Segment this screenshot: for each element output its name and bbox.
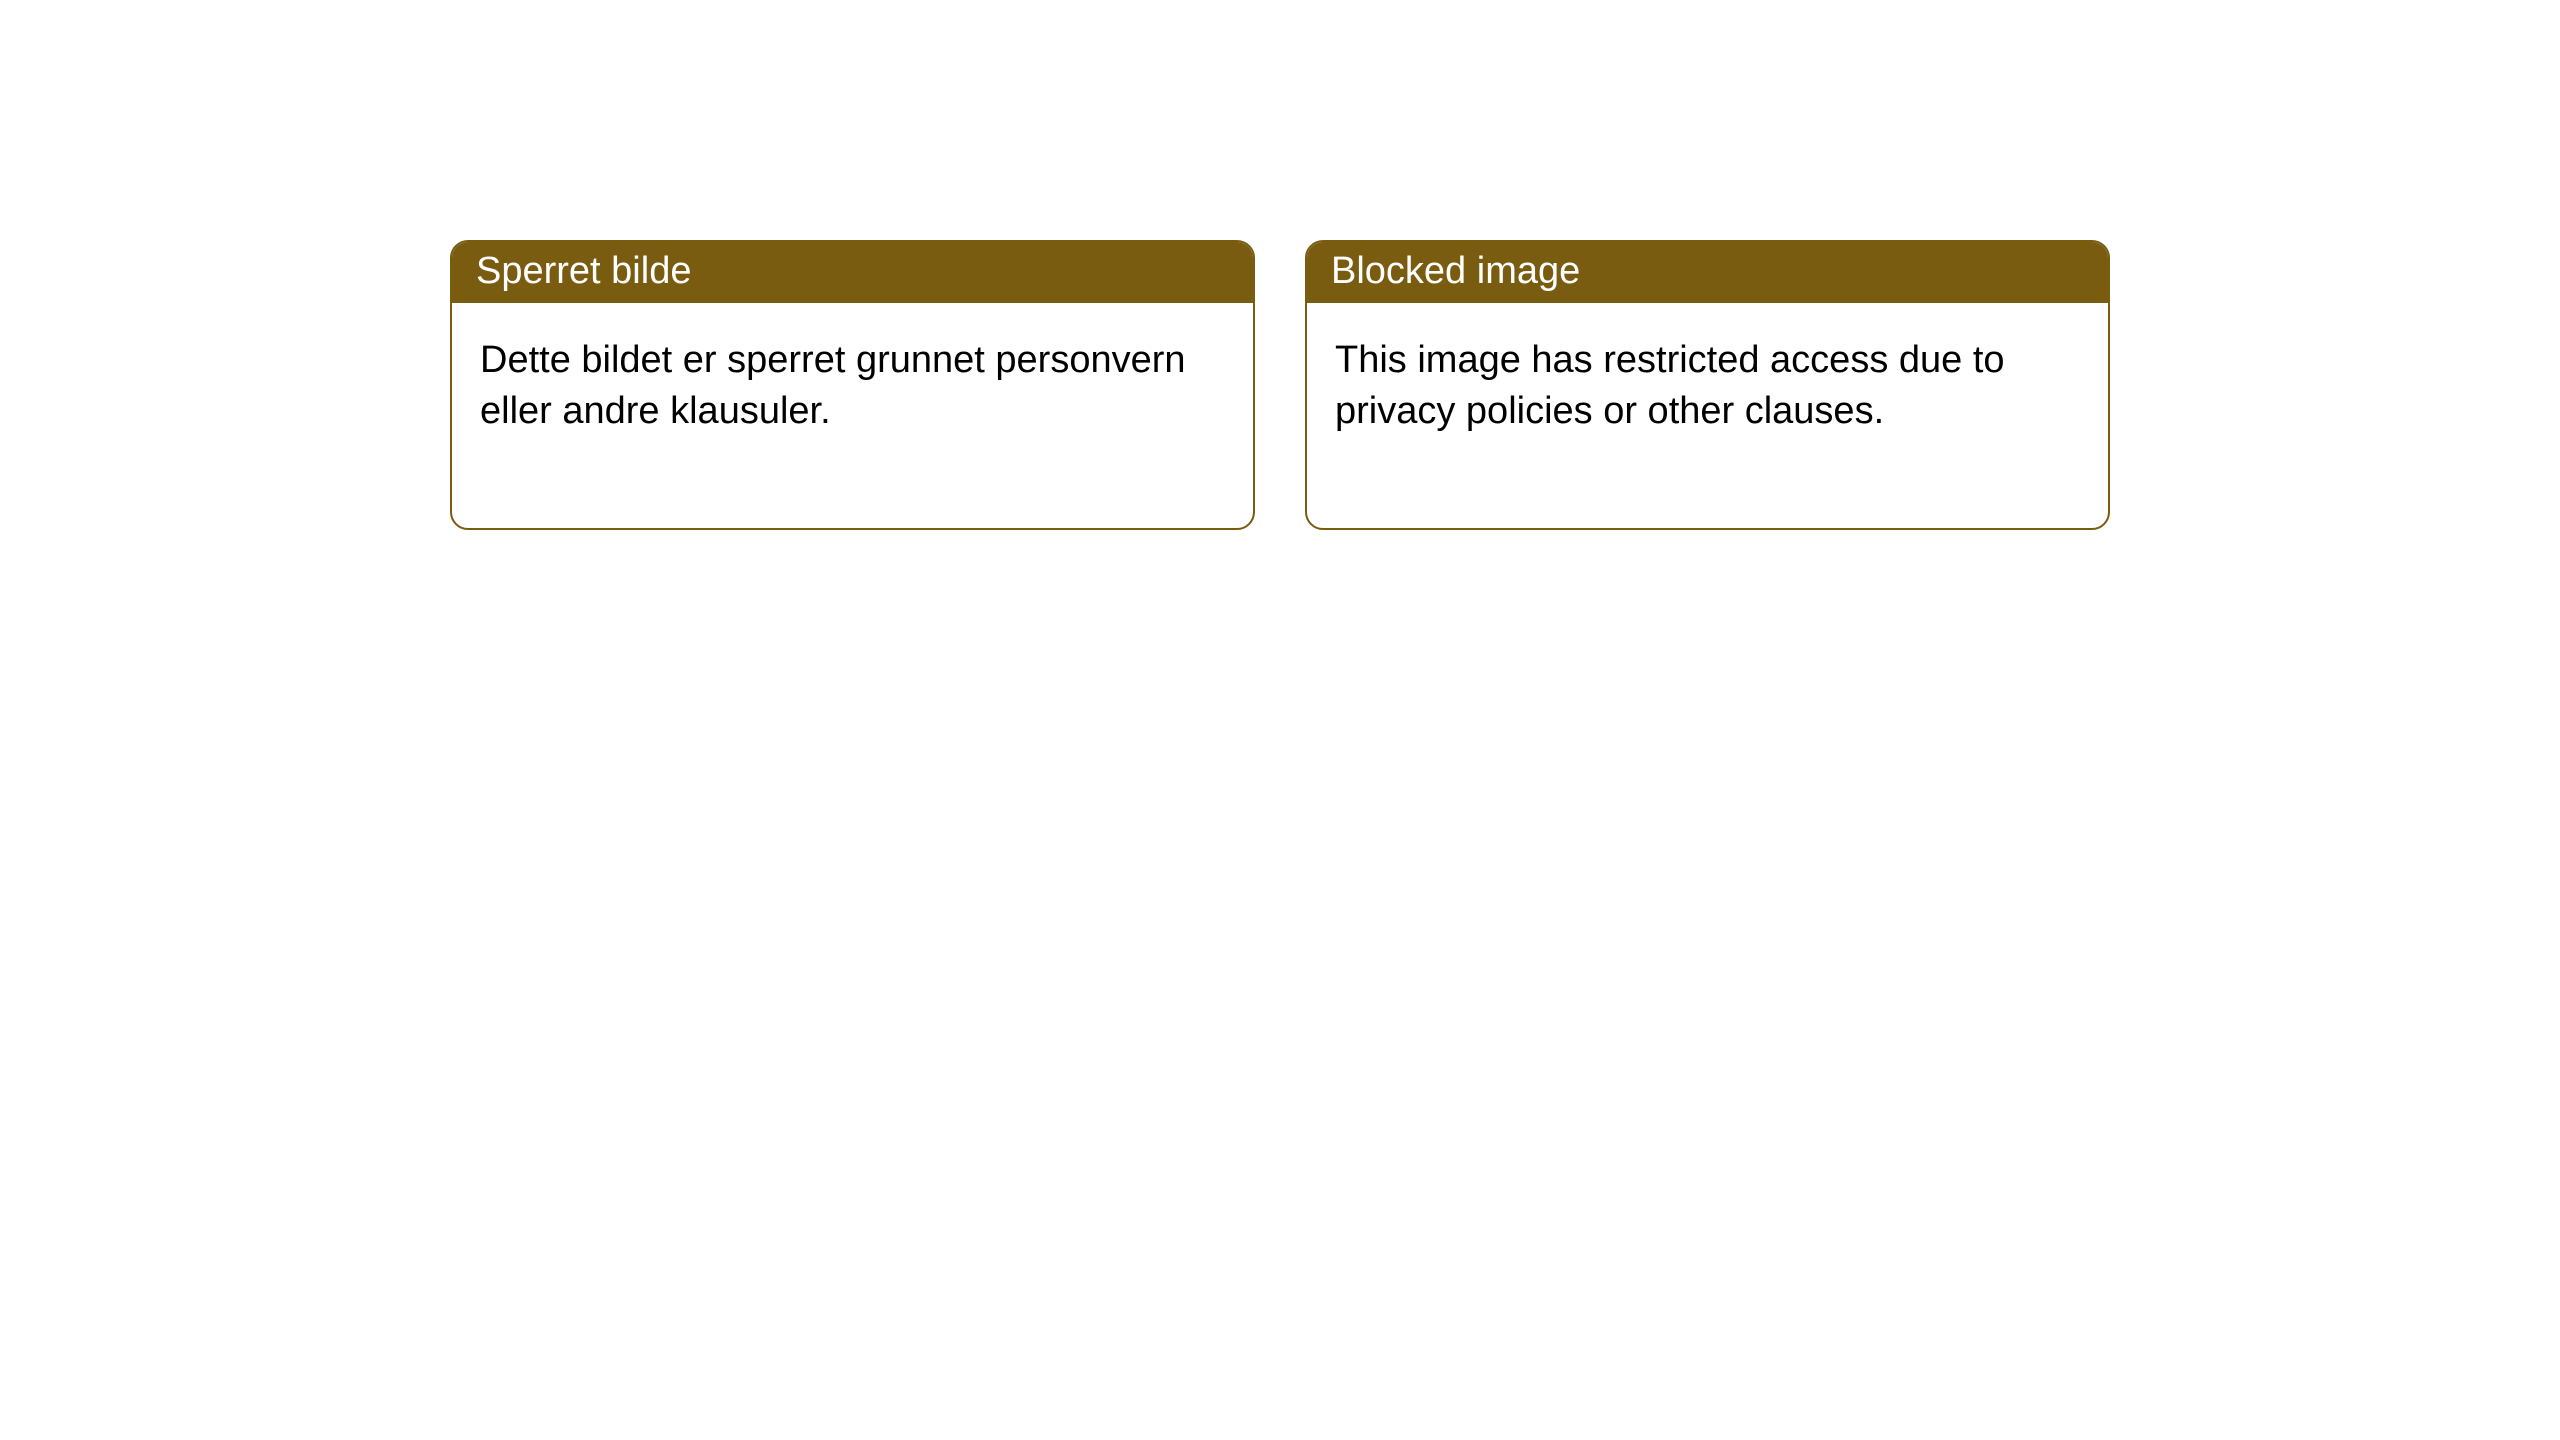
notice-card-english: Blocked image This image has restricted … [1305,240,2110,530]
notice-container: Sperret bilde Dette bildet er sperret gr… [0,0,2560,530]
card-body: Dette bildet er sperret grunnet personve… [452,303,1253,528]
card-body: This image has restricted access due to … [1307,303,2108,528]
notice-card-norwegian: Sperret bilde Dette bildet er sperret gr… [450,240,1255,530]
card-title: Blocked image [1307,242,2108,303]
card-title: Sperret bilde [452,242,1253,303]
